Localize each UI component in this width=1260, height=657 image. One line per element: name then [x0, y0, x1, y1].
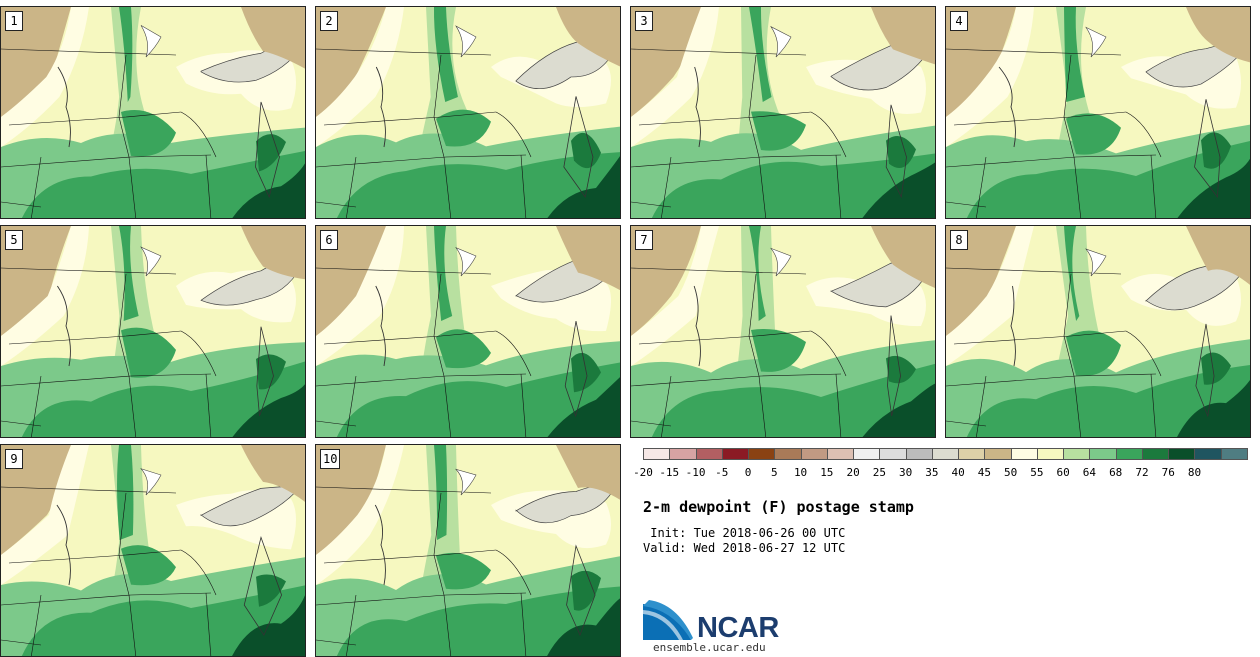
member-number-label: 5	[5, 230, 23, 250]
colorbar-tick-label: 30	[898, 466, 913, 479]
colorbar-tick-label: 25	[872, 466, 886, 479]
colorbar-tick-label: 72	[1135, 466, 1149, 479]
map-panel: 9	[0, 444, 306, 657]
colorbar-swatch	[1036, 448, 1065, 460]
colorbar-swatch	[879, 448, 907, 460]
member-number-label: 2	[320, 11, 338, 31]
colorbar-swatch	[1115, 448, 1143, 460]
colorbar-swatch	[800, 448, 828, 460]
map-panel: 10	[315, 444, 621, 657]
colorbar-tick-label: 45	[977, 466, 992, 479]
colorbar-swatch	[1220, 448, 1248, 460]
map-panel: 3	[630, 6, 936, 219]
colorbar-tick-label: 35	[925, 466, 939, 479]
dewpoint-colorbar	[643, 448, 1248, 462]
colorbar-tick-label: 10	[793, 466, 808, 479]
ncar-logo-icon	[643, 600, 693, 640]
member-number-label: 4	[950, 11, 968, 31]
colorbar-swatch	[826, 448, 855, 460]
colorbar-tick-label: 76	[1161, 466, 1175, 479]
colorbar-swatch	[853, 448, 881, 460]
colorbar-tick-label: -15	[659, 466, 680, 479]
colorbar-tick-label: 55	[1030, 466, 1044, 479]
member-number-label: 6	[320, 230, 338, 250]
chart-title: 2-m dewpoint (F) postage stamp	[643, 498, 914, 516]
colorbar-swatch	[1141, 448, 1170, 460]
member-number-label: 1	[5, 11, 23, 31]
member-number-label: 9	[5, 449, 23, 469]
colorbar-tick-label: 20	[846, 466, 860, 479]
map-panel: 4	[945, 6, 1251, 219]
map-panel: 1	[0, 6, 306, 219]
colorbar-tick-label: 0	[744, 466, 752, 479]
valid-time: Valid: Wed 2018-06-27 12 UTC	[643, 541, 846, 555]
colorbar-swatch	[984, 448, 1012, 460]
member-number-label: 3	[635, 11, 653, 31]
colorbar-tick-label: -20	[633, 466, 653, 479]
member-number-label: 7	[635, 230, 653, 250]
colorbar-tick-label: 40	[951, 466, 965, 479]
colorbar-swatch	[721, 448, 750, 460]
colorbar-swatch	[958, 448, 986, 460]
map-panel: 8	[945, 225, 1251, 438]
logo-url: ensemble.ucar.edu	[653, 641, 766, 654]
map-panel: 7	[630, 225, 936, 438]
colorbar-swatch	[748, 448, 776, 460]
colorbar-swatch	[1063, 448, 1091, 460]
colorbar-tick-label: 5	[770, 466, 778, 479]
colorbar-swatch	[905, 448, 933, 460]
colorbar-swatch	[1168, 448, 1196, 460]
colorbar-tick-label: 68	[1109, 466, 1123, 479]
colorbar-swatch	[931, 448, 960, 460]
colorbar-swatch	[1194, 448, 1222, 460]
colorbar-tick-label: 50	[1004, 466, 1018, 479]
member-number-label: 8	[950, 230, 968, 250]
colorbar-tick-label: 64	[1082, 466, 1097, 479]
map-panel: 2	[315, 6, 621, 219]
map-panel: 5	[0, 225, 306, 438]
colorbar-swatch	[1089, 448, 1117, 460]
colorbar-tick-label: 15	[820, 466, 834, 479]
colorbar-tick-label: 60	[1056, 466, 1070, 479]
colorbar-swatch	[695, 448, 723, 460]
member-number-label: 10	[320, 449, 341, 469]
init-time: Init: Tue 2018-06-26 00 UTC	[643, 526, 846, 540]
colorbar-tick-label: -5	[715, 466, 729, 479]
map-panel: 6	[315, 225, 621, 438]
colorbar-swatch	[643, 448, 671, 460]
logo-name: NCAR	[697, 612, 779, 644]
colorbar-tick-label: -10	[685, 466, 706, 479]
colorbar-swatch	[669, 448, 697, 460]
colorbar-tick-label: 80	[1187, 466, 1202, 479]
colorbar-swatch	[774, 448, 802, 460]
colorbar-swatch	[1010, 448, 1038, 460]
